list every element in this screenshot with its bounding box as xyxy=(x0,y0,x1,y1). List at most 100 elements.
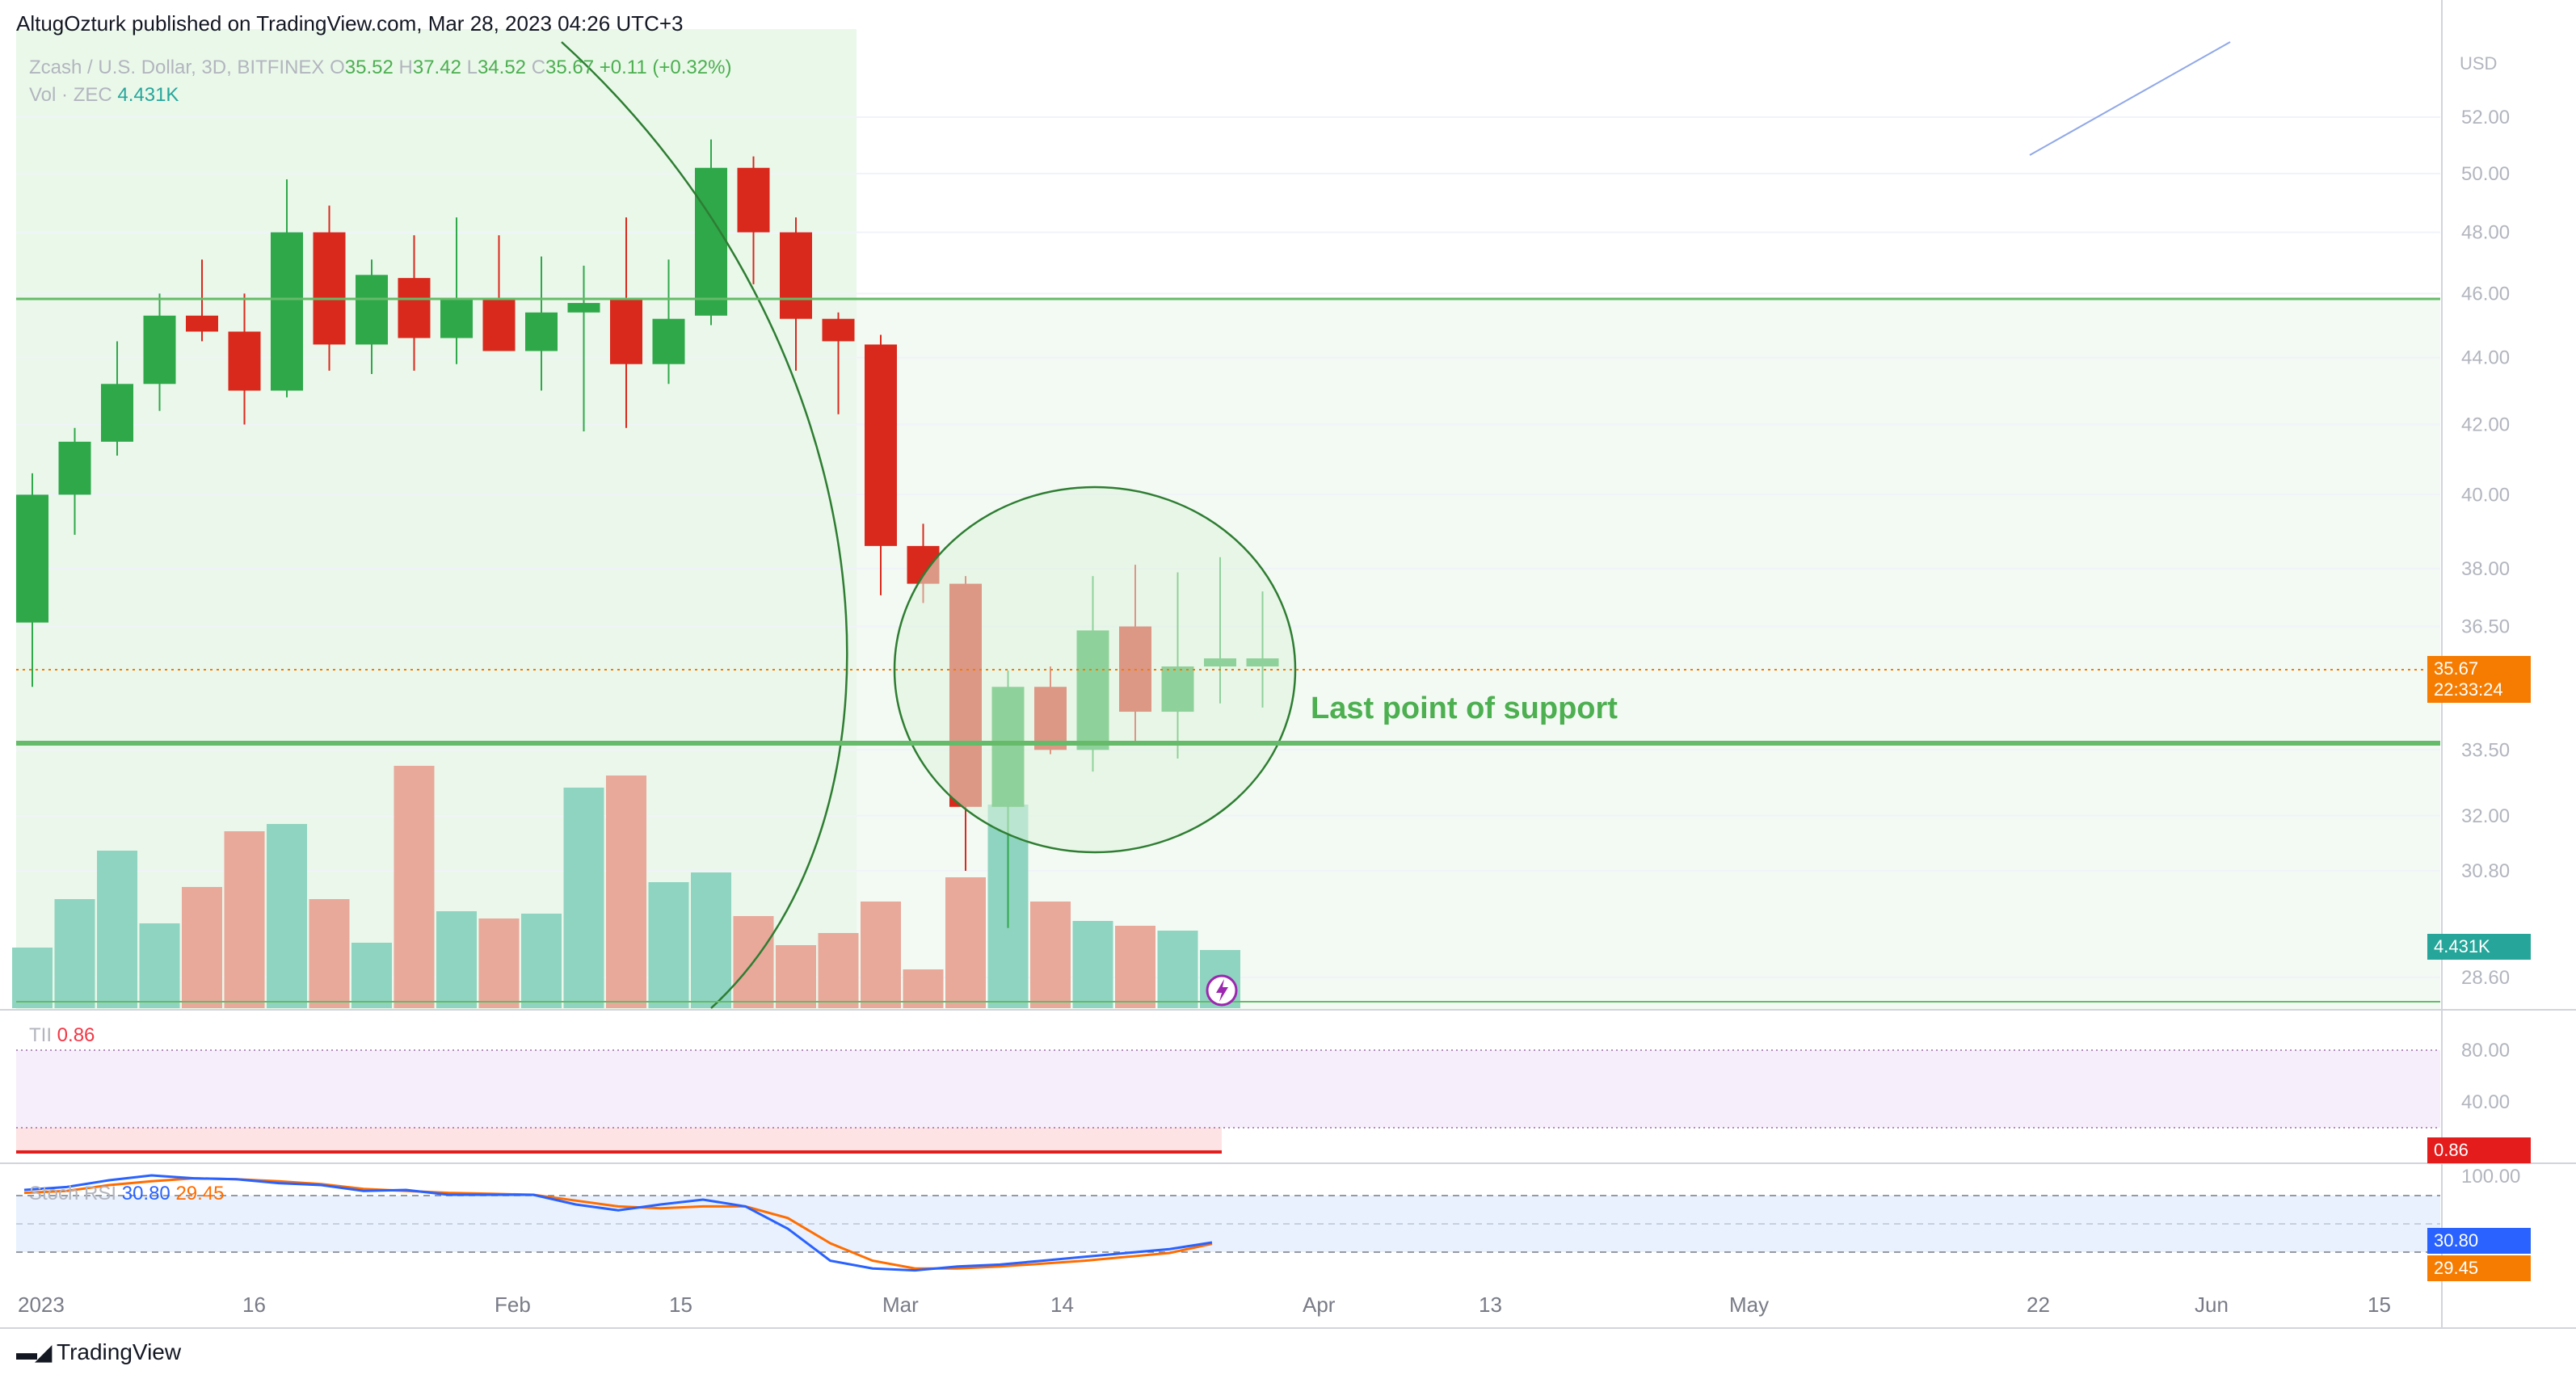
volume-bar xyxy=(182,887,222,1008)
candle-body xyxy=(186,315,218,332)
candle xyxy=(143,293,176,411)
candle xyxy=(865,334,897,595)
volume-bar xyxy=(776,945,816,1008)
price-tick-label: 46.00 xyxy=(2461,283,2510,305)
price-tick-label: 44.00 xyxy=(2461,347,2510,369)
volume-bar xyxy=(1115,926,1155,1008)
candle xyxy=(16,473,48,687)
time-tick-label: 2023 xyxy=(18,1293,65,1317)
high-value: 37.42 xyxy=(412,57,461,78)
time-tick-label: 16 xyxy=(242,1293,266,1317)
candle xyxy=(440,217,473,364)
price-axis-ticks: 52.00 50.00 48.00 46.00 44.00 42.00 40.00 38.00… xyxy=(2461,107,2520,1188)
tii-value: 0.86 xyxy=(57,1024,95,1046)
candle-body xyxy=(101,384,133,442)
price-tick-label: 42.00 xyxy=(2461,414,2510,435)
volume-bar xyxy=(691,872,731,1008)
tii-pane xyxy=(16,1049,2440,1154)
open-value: 35.52 xyxy=(344,57,394,78)
close-value: 35.67 xyxy=(545,57,595,78)
tii-badge: 0.86 xyxy=(2427,1137,2531,1163)
volume-bar xyxy=(1072,921,1113,1008)
volume-bar xyxy=(97,851,137,1008)
stoch-k-badge: 30.80 xyxy=(2427,1228,2531,1254)
volume-bar xyxy=(1030,902,1071,1008)
candle xyxy=(652,259,685,385)
high-label: H xyxy=(398,57,413,78)
candle xyxy=(186,259,218,342)
volume-legend[interactable]: Vol · ZEC 4.431K xyxy=(29,84,179,107)
volume-bar xyxy=(478,918,520,1008)
candle-body xyxy=(695,167,727,316)
change-value: +0.11 (+0.32%) xyxy=(599,57,732,78)
volume-bar xyxy=(309,899,350,1008)
volume-bar xyxy=(563,788,604,1008)
volume-badge: 4.431K xyxy=(2427,934,2531,960)
candle-body xyxy=(271,232,303,391)
candle-body xyxy=(652,318,685,364)
currency-label: USD xyxy=(2460,53,2498,74)
candle xyxy=(610,217,642,428)
time-tick-label: Feb xyxy=(495,1293,531,1317)
open-label: O xyxy=(330,57,345,78)
candle-body xyxy=(737,167,770,233)
candle-body xyxy=(313,232,346,345)
candle xyxy=(228,293,261,425)
time-tick-label: Apr xyxy=(1303,1293,1336,1317)
last-price-value: 35.67 xyxy=(2434,658,2479,679)
price-tick-label: 38.00 xyxy=(2461,558,2510,580)
volume-bar xyxy=(818,933,859,1008)
time-tick-label: 15 xyxy=(669,1293,692,1317)
stoch-tick-label: 100.00 xyxy=(2461,1166,2520,1188)
stoch-legend[interactable]: Stoch RSI 30.80 29.45 xyxy=(29,1183,225,1205)
time-tick-label: 13 xyxy=(1479,1293,1502,1317)
volume-bar xyxy=(606,776,646,1008)
price-tick-label: 40.00 xyxy=(2461,484,2510,506)
candle-body xyxy=(440,300,473,338)
last-price-badge: 35.67 22:33:24 xyxy=(2427,656,2531,703)
symbol-name: Zcash / U.S. Dollar, 3D, BITFINEX xyxy=(29,57,325,78)
support-annotation[interactable]: Last point of support xyxy=(1311,692,1618,725)
candle xyxy=(525,256,558,391)
tii-label: TII xyxy=(29,1024,52,1046)
arc-drawing[interactable] xyxy=(561,41,848,1009)
candle xyxy=(567,265,600,431)
price-tick-label: 33.50 xyxy=(2461,739,2510,761)
price-tick-label: 52.00 xyxy=(2461,107,2510,128)
candle-body xyxy=(610,300,642,364)
price-tick-label: 32.00 xyxy=(2461,805,2510,827)
stoch-k-line xyxy=(23,1174,1213,1272)
stoch-pane xyxy=(16,1174,2440,1272)
volume-bar xyxy=(394,766,435,1008)
candle xyxy=(822,312,855,414)
volume-bar xyxy=(861,902,901,1008)
volume-label: Vol · ZEC xyxy=(29,84,112,106)
stoch-k-value: 30.80 xyxy=(121,1183,170,1204)
volume-bar xyxy=(54,899,95,1008)
candle-body xyxy=(822,318,855,342)
price-tick-label: 50.00 xyxy=(2461,163,2510,185)
time-tick-label: Jun xyxy=(2195,1293,2229,1317)
candle xyxy=(101,341,133,456)
candle-body xyxy=(356,275,388,345)
volume-bar xyxy=(1157,931,1198,1008)
price-tick-label: 36.50 xyxy=(2461,616,2510,638)
candle xyxy=(356,259,388,374)
low-label: L xyxy=(466,57,478,78)
price-tick-label: 48.00 xyxy=(2461,222,2510,244)
symbol-legend[interactable]: Zcash / U.S. Dollar, 3D, BITFINEX O35.52… xyxy=(29,57,731,79)
tii-legend[interactable]: TII 0.86 xyxy=(29,1024,95,1047)
candle xyxy=(780,217,812,371)
volume-value: 4.431K xyxy=(117,84,179,106)
volume-bar xyxy=(945,877,986,1008)
brand-name: TradingView xyxy=(57,1339,182,1364)
candle-body xyxy=(525,312,558,351)
candle-body xyxy=(398,278,431,338)
candle-body xyxy=(58,441,91,495)
trend-line[interactable] xyxy=(2029,41,2231,156)
consolidation-ellipse[interactable] xyxy=(893,486,1297,854)
lightning-icon[interactable] xyxy=(1206,974,1238,1007)
tradingview-logo[interactable]: ▬◢ TradingView xyxy=(16,1339,181,1365)
time-tick-label: Mar xyxy=(882,1293,919,1317)
